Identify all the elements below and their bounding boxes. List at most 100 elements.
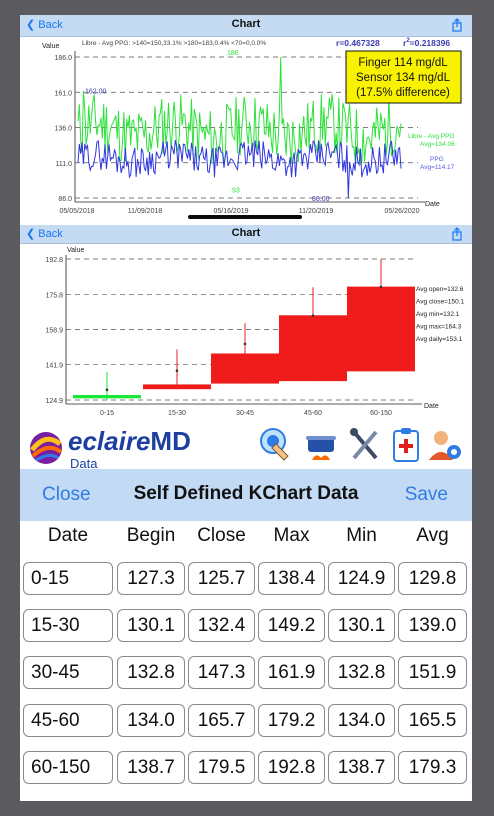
min-annotation: 86.00	[312, 196, 330, 203]
x-tick-label: 05/05/2018	[59, 208, 94, 215]
candle-avg-marker	[379, 285, 383, 289]
k-x-tick-label: 30-45	[236, 410, 254, 417]
date-range-field[interactable]: 15-30	[23, 609, 113, 642]
y-tick-label: 161.0	[54, 90, 72, 97]
kchart-candlestick-chart: Value Date 192.8 175.8 158.9 141.9 124.9 0-15 15…	[45, 247, 465, 417]
callout-box	[345, 50, 462, 104]
close-button[interactable]: Close	[42, 484, 91, 505]
x-axis-title: Date	[425, 201, 440, 208]
k-y-tick-label: 158.9	[45, 327, 63, 334]
nav-title: Chart	[231, 18, 261, 30]
logo-subtitle: Data	[70, 456, 98, 471]
back-button[interactable]: ❮ Back	[26, 19, 63, 31]
app-frame: ❮ Back Chart Value Libre - Avg PPG: >140=…	[20, 15, 472, 801]
candle-avg-marker	[311, 314, 315, 317]
k-y-tick-label: 175.8	[45, 292, 63, 299]
touch-hand-icon[interactable]	[258, 426, 296, 464]
value-field[interactable]: 132.4	[188, 609, 255, 642]
eclairemd-logo: eclaireMD Data	[28, 426, 191, 474]
k-x-tick-label: 60-150	[370, 410, 392, 417]
value-field[interactable]: 147.3	[188, 656, 255, 689]
date-range-field[interactable]: 45-60	[23, 704, 113, 737]
value-field[interactable]: 161.9	[258, 656, 325, 689]
peak-annotation: 162.00	[85, 89, 107, 96]
value-field[interactable]: 138.4	[258, 562, 325, 595]
date-range-field[interactable]: 0-15	[23, 562, 113, 595]
k-stat-label: Avg daily=153.1	[416, 336, 463, 343]
value-field[interactable]: 165.7	[188, 704, 255, 737]
top-chart-panel: ❮ Back Chart Value Libre - Avg PPG: >140=…	[20, 15, 472, 227]
k-x-axis-title: Date	[424, 403, 439, 410]
share-icon[interactable]	[450, 227, 464, 241]
value-field[interactable]: 132.8	[117, 656, 185, 689]
value-field[interactable]: 192.8	[258, 751, 325, 784]
chart-subtitle: Libre - Avg PPG: >140=150,33.1% >180=183…	[82, 40, 266, 47]
x-tick-label: 05/16/2019	[213, 208, 248, 215]
utensils-icon[interactable]	[346, 426, 384, 464]
ppg-series-line	[77, 139, 402, 199]
column-header: Min	[346, 525, 377, 546]
value-field[interactable]: 129.8	[398, 562, 467, 595]
candle-avg-marker	[243, 342, 247, 346]
k-y-tick-label: 124.9	[45, 398, 63, 405]
x-tick-label: 11/20/2019	[299, 208, 334, 215]
kchart-data-title: Self Defined KChart Data	[133, 483, 359, 504]
value-field[interactable]: 149.2	[258, 609, 325, 642]
kchart-navbar: ❮ Back Chart	[20, 225, 472, 244]
value-field[interactable]: 138.7	[328, 751, 395, 784]
legend-libre: Libre - Avg PPG	[408, 133, 455, 140]
candle-avg-marker	[105, 388, 109, 392]
glucose-line-chart: Value Libre - Avg PPG: >140=150,33.1% >18…	[42, 38, 462, 215]
date-range-field[interactable]: 60-150	[23, 751, 113, 784]
y-tick-label: 136.0	[54, 126, 72, 133]
y-tick-label: 86.0	[58, 196, 72, 203]
value-field[interactable]: 134.0	[328, 704, 395, 737]
y-tick-label: 111.0	[56, 161, 73, 168]
kchart-back-button[interactable]: ❮ Back	[26, 228, 63, 240]
value-field[interactable]: 139.0	[398, 609, 467, 642]
value-field[interactable]: 138.7	[117, 751, 185, 784]
value-field[interactable]: 125.7	[188, 562, 255, 595]
candle-body	[347, 286, 415, 372]
medical-clipboard-icon[interactable]	[387, 426, 425, 464]
value-field[interactable]: 134.0	[117, 704, 185, 737]
value-field[interactable]: 151.9	[398, 656, 467, 689]
value-field[interactable]: 179.2	[258, 704, 325, 737]
k-x-tick-label: 0-15	[100, 410, 114, 417]
date-range-field[interactable]: 30-45	[23, 656, 113, 689]
column-header: Begin	[126, 525, 176, 546]
x-tick-label: 05/26/2020	[384, 208, 419, 215]
kchart-data-toolbar: Close Self Defined KChart Data Save	[20, 469, 472, 521]
k-stat-label: Avg open=132.6	[416, 286, 464, 293]
high-annotation: 186	[227, 50, 239, 57]
top-navbar: ❮ Back Chart	[20, 15, 472, 37]
y-axis-title: Value	[42, 43, 59, 50]
x-tick-label: 11/09/2018	[128, 208, 163, 215]
back-label: Back	[38, 228, 63, 240]
value-field[interactable]: 127.3	[117, 562, 185, 595]
column-header: Close	[197, 525, 246, 546]
value-field[interactable]: 124.9	[328, 562, 395, 595]
save-button[interactable]: Save	[404, 484, 448, 505]
share-icon[interactable]	[450, 18, 464, 32]
value-field[interactable]: 130.1	[117, 609, 185, 642]
k-y-axis-title: Value	[67, 247, 84, 254]
value-field[interactable]: 179.5	[188, 751, 255, 784]
value-field[interactable]: 179.3	[398, 751, 467, 784]
cooking-pot-icon[interactable]	[302, 426, 340, 464]
k-y-tick-label: 141.9	[45, 363, 63, 370]
candle-body	[73, 395, 141, 399]
k-stat-label: Avg close=150.1	[416, 299, 465, 306]
libre-series-line	[77, 56, 402, 166]
candle-body	[279, 315, 347, 382]
legend-ppg-avg: Avg=114.17	[420, 164, 455, 171]
user-settings-icon[interactable]	[426, 426, 464, 464]
callout-line: Finger 114 mg/dL	[358, 57, 448, 69]
value-field[interactable]: 130.1	[328, 609, 395, 642]
y-tick-label: 186.0	[54, 55, 72, 62]
value-field[interactable]: 132.8	[328, 656, 395, 689]
kchart-panel: ❮ Back Chart Value Date 192.8 175.8 158.9 141…	[20, 225, 472, 425]
value-field[interactable]: 165.5	[398, 704, 467, 737]
low-annotation: 93	[232, 187, 240, 194]
kchart-nav-title: Chart	[231, 227, 261, 239]
